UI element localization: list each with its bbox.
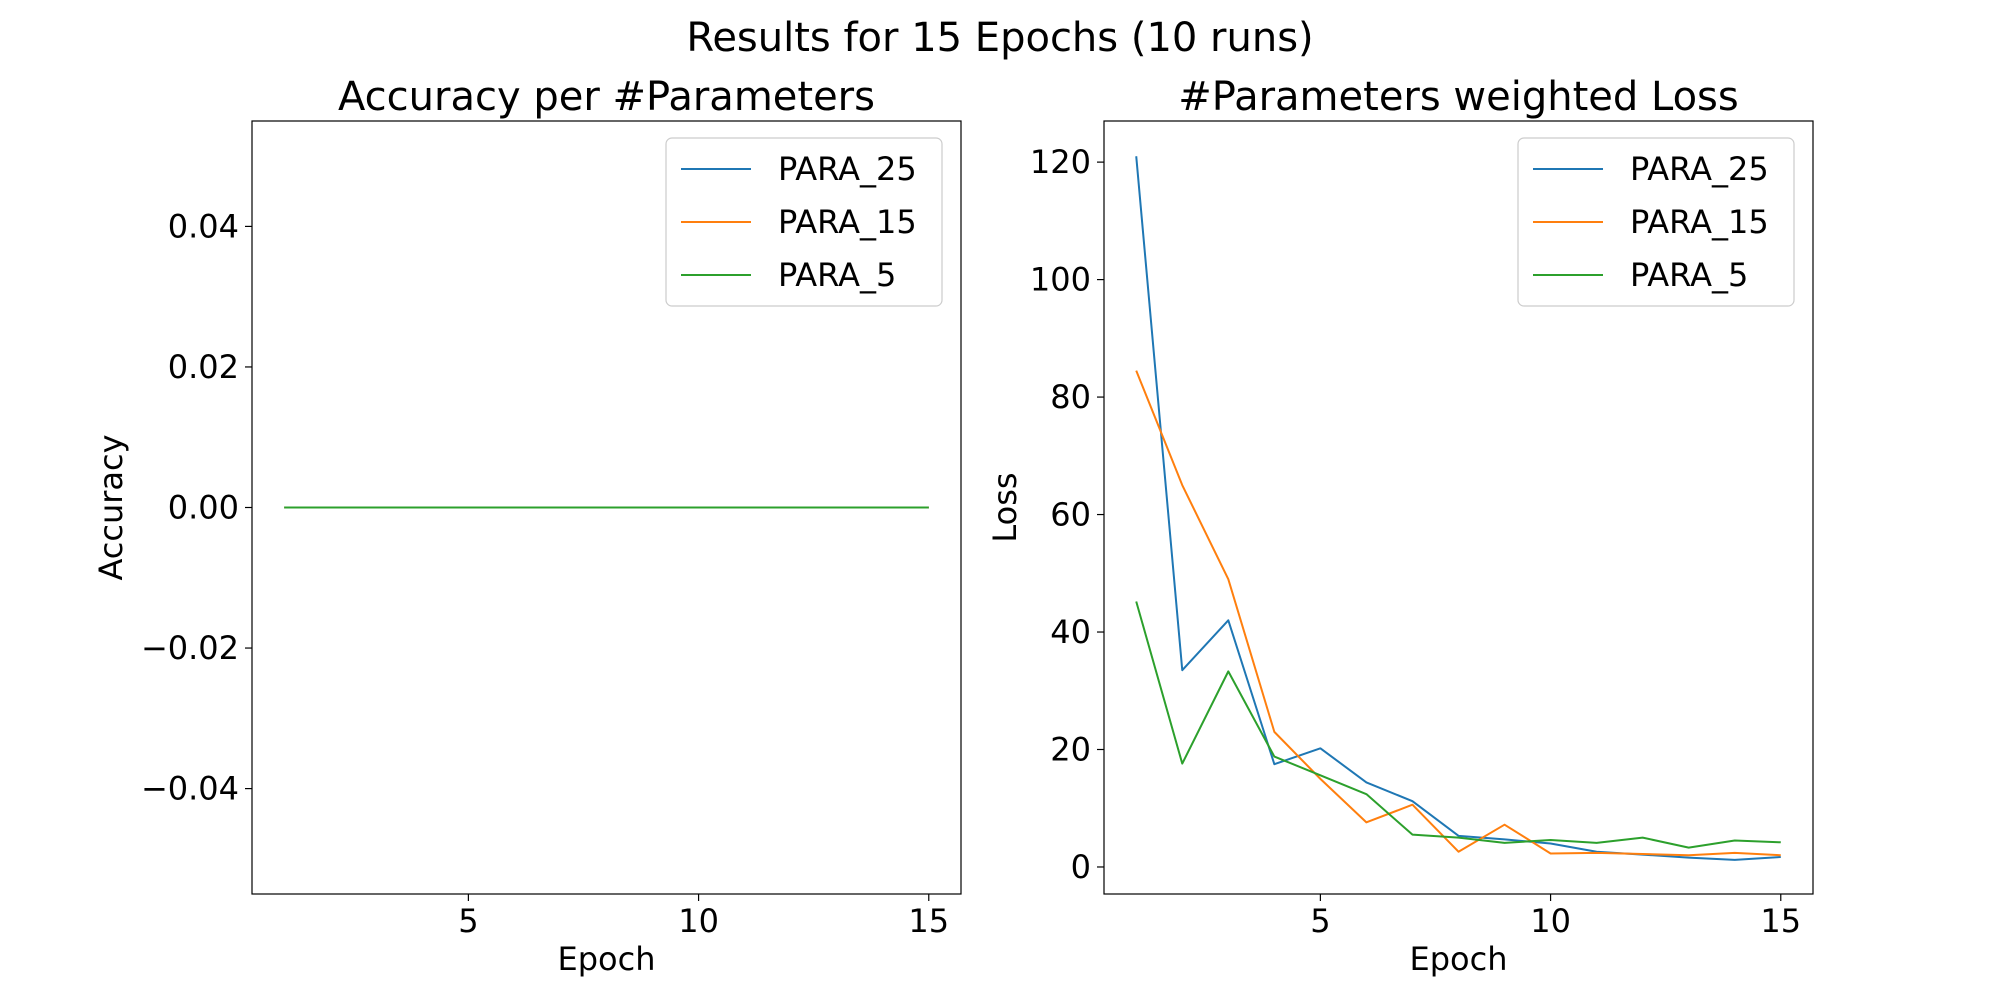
y-axis-label: Loss — [986, 472, 1024, 542]
x-axis-label: Epoch — [1410, 940, 1508, 978]
x-tick-label: 5 — [1310, 902, 1330, 940]
series-line-para-25 — [1135, 156, 1781, 861]
y-tick-label: 40 — [1050, 613, 1091, 651]
x-tick-label: 10 — [678, 902, 719, 940]
x-tick-label: 5 — [458, 902, 478, 940]
chart-title: Accuracy per #Parameters — [338, 74, 875, 120]
y-tick-label: 0.04 — [168, 207, 239, 245]
y-tick-label: −0.04 — [141, 770, 239, 808]
chart-title: #Parameters weighted Loss — [1178, 74, 1739, 120]
x-tick-label: 15 — [1760, 902, 1801, 940]
y-tick-label: −0.02 — [141, 629, 239, 667]
subplots: Accuracy per #Parameters 5 10 15 −0.04 −0.02 0… — [92, 74, 1814, 978]
x-tick-label: 15 — [908, 902, 949, 940]
legend-entry: PARA_5 — [778, 256, 896, 294]
y-tick-label: 0.00 — [168, 489, 239, 527]
y-axis-label: Accuracy — [92, 434, 130, 580]
chart-1: Accuracy per #Parameters 5 10 15 −0.04 −0.02 0… — [92, 74, 962, 978]
y-tick-label: 100 — [1030, 261, 1091, 299]
legend-box — [1517, 137, 1795, 307]
legend: PARA_25 PARA_15 PARA_5 — [1517, 137, 1795, 307]
y-tick-label: 60 — [1050, 496, 1091, 534]
legend-entry: PARA_5 — [1630, 256, 1748, 294]
series-line-para-15 — [1135, 370, 1781, 857]
legend-entry: PARA_15 — [1630, 203, 1769, 241]
legend-entry: PARA_15 — [778, 203, 917, 241]
y-tick-label: 20 — [1050, 731, 1091, 769]
legend-entry: PARA_25 — [778, 150, 917, 188]
figure-suptitle: Results for 15 Epochs (10 runs) — [686, 15, 1313, 61]
x-axis-label: Epoch — [558, 940, 656, 978]
x-tick-label: 10 — [1530, 902, 1571, 940]
y-tick-label: 120 — [1030, 143, 1091, 181]
y-tick-label: 80 — [1050, 378, 1091, 416]
legend-entry: PARA_25 — [1630, 150, 1769, 188]
legend: PARA_25 PARA_15 PARA_5 — [665, 137, 943, 307]
chart-2: #Parameters weighted Loss 5 10 15 0 20 40 60 80 1… — [986, 74, 1814, 978]
y-tick-label: 0.02 — [168, 348, 239, 386]
axes-frame — [1103, 120, 1814, 895]
y-tick-label: 0 — [1071, 848, 1091, 886]
legend-box — [665, 137, 943, 307]
series-line-para-5 — [1135, 601, 1781, 849]
